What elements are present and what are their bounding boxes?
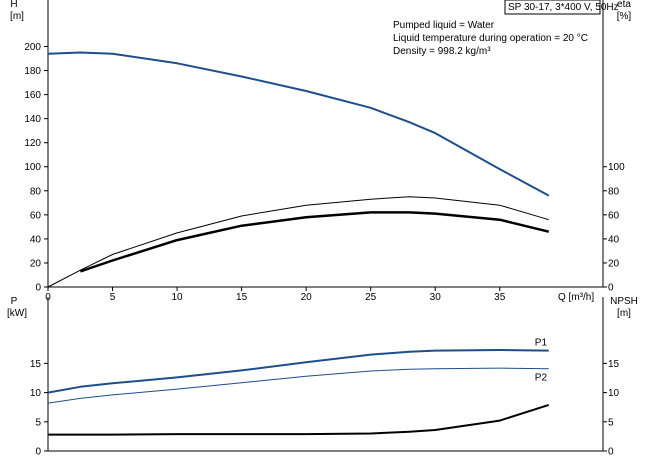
- y2-tick-label: 80: [608, 186, 620, 197]
- y-tick-label: 180: [24, 66, 41, 77]
- x-tick-label: 5: [110, 292, 116, 303]
- curve: [47, 51, 550, 197]
- x-tick-label: 25: [365, 292, 377, 303]
- x-tick-label: 10: [172, 292, 184, 303]
- y2-tick-label: 5: [608, 417, 614, 428]
- curve: [79, 211, 550, 273]
- y2-unit: [%]: [617, 11, 632, 22]
- y-unit: [kW]: [7, 308, 27, 319]
- y2-tick-label: 20: [608, 258, 620, 269]
- y-tick-label: 140: [24, 114, 41, 125]
- curve: [47, 349, 549, 394]
- y-tick-label: 20: [30, 258, 42, 269]
- y-tick-label: 100: [24, 162, 41, 173]
- y-tick-label: 200: [24, 42, 41, 53]
- series-label: P2: [535, 373, 548, 384]
- y2-tick-label: 0: [608, 447, 614, 458]
- y-tick-label: 60: [30, 210, 42, 221]
- y2-label: NPSH: [610, 296, 638, 307]
- x-tick-label: 15: [236, 292, 248, 303]
- y-tick-label: 5: [35, 417, 41, 428]
- y-tick-label: 0: [35, 447, 41, 458]
- series-label: P1: [535, 338, 548, 349]
- y-unit: [m]: [10, 11, 24, 22]
- y-tick-label: 15: [30, 359, 42, 370]
- y-tick-label: 80: [30, 186, 42, 197]
- y-label: H: [10, 0, 17, 10]
- y2-label: eta: [617, 0, 631, 10]
- info-box-text: SP 30-17, 3*400 V, 50Hz: [508, 2, 619, 13]
- y-tick-label: 120: [24, 138, 41, 149]
- y2-tick-label: 40: [608, 234, 620, 245]
- y2-tick-label: 0: [608, 283, 614, 294]
- y2-unit: [m]: [617, 308, 631, 319]
- info-box: [504, 0, 601, 15]
- y2-tick-label: 10: [608, 388, 620, 399]
- y-tick-label: 10: [30, 388, 42, 399]
- x-tick-label: 30: [430, 292, 442, 303]
- x-tick-label: 35: [494, 292, 506, 303]
- curve: [47, 196, 549, 288]
- y2-tick-label: 60: [608, 210, 620, 221]
- y-label: P: [11, 296, 18, 307]
- curve: [47, 367, 549, 404]
- y2-tick-label: 100: [608, 162, 625, 173]
- x-label: Q [m³/h]: [558, 292, 594, 303]
- y-tick-label: 0: [35, 283, 41, 294]
- curve: [48, 403, 550, 436]
- y-tick-label: 40: [30, 234, 42, 245]
- y-tick-label: 160: [24, 90, 41, 101]
- annotation: Liquid temperature during operation = 20…: [393, 33, 588, 44]
- x-tick-label: 20: [301, 292, 313, 303]
- annotation: Density = 998.2 kg/m³: [393, 46, 491, 57]
- annotation: Pumped liquid = Water: [393, 20, 495, 31]
- y2-tick-label: 15: [608, 359, 620, 370]
